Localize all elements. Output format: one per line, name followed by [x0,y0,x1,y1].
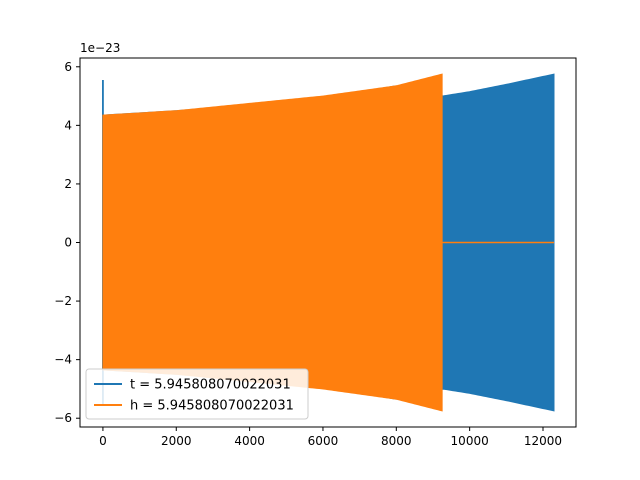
y-tick-label: 0 [64,236,72,250]
legend-label-2: h = 5.945808070022031 [130,399,294,414]
y-tick-label: −2 [54,294,72,308]
x-tick-label: 8000 [381,434,412,448]
legend-box [85,368,309,420]
series-2-envelope [102,73,443,412]
y-offset-label: 1e−23 [80,41,120,55]
y-tick-label: 2 [64,177,72,191]
plot-area [102,73,555,412]
legend: t = 5.945808070022031 h = 5.9458080700220… [85,368,309,420]
x-tick-label: 10000 [451,434,489,448]
y-tick-label: 6 [64,60,72,74]
x-tick-label: 2000 [161,434,192,448]
x-tick-label: 12000 [524,434,562,448]
legend-label-1: t = 5.945808070022031 [130,378,291,393]
y-tick-label: −4 [54,353,72,367]
x-tick-label: 4000 [234,434,265,448]
x-tick-label: 6000 [308,434,339,448]
axes: 0 2000 4000 6000 8000 10000 12000 −6 −4 −2 0 2 4 6 [54,57,577,448]
y-tick-label: −6 [54,411,72,425]
y-tick-label: 4 [64,118,72,132]
x-tick-label: 0 [99,434,107,448]
